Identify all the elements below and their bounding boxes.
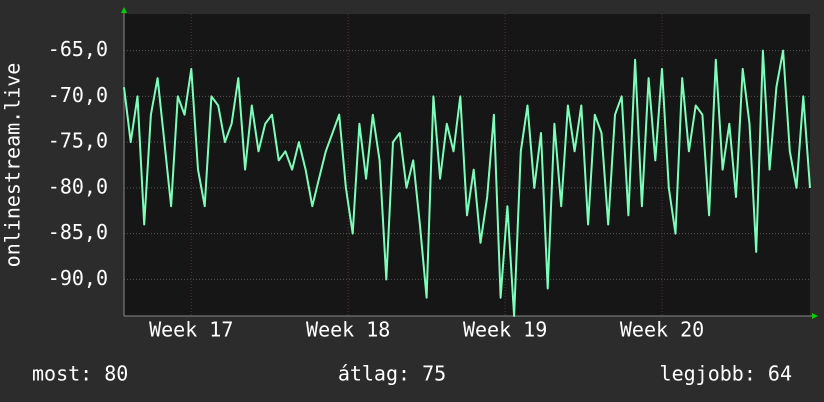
axis-arrow (121, 7, 127, 13)
x-tick-label: Week 20 (620, 318, 704, 342)
y-tick-label: -70,0 (48, 83, 108, 107)
y-tick-label: -80,0 (48, 174, 108, 198)
x-tick-label: Week 18 (306, 318, 390, 342)
y-tick-label: -65,0 (48, 37, 108, 61)
axis-arrow (812, 313, 818, 319)
y-tick-label: -90,0 (48, 266, 108, 290)
y-tick-label: -75,0 (48, 129, 108, 153)
stat-average: átlag: 75 (338, 362, 446, 386)
stat-best: legjobb: 64 (660, 362, 792, 386)
y-axis-label: onlinestream.live (1, 63, 25, 268)
stat-current: most: 80 (32, 362, 128, 386)
plot-area (124, 14, 810, 316)
x-tick-label: Week 19 (463, 318, 547, 342)
data-line (123, 49, 811, 317)
x-tick-label: Week 17 (149, 318, 233, 342)
y-tick-label: -85,0 (48, 220, 108, 244)
